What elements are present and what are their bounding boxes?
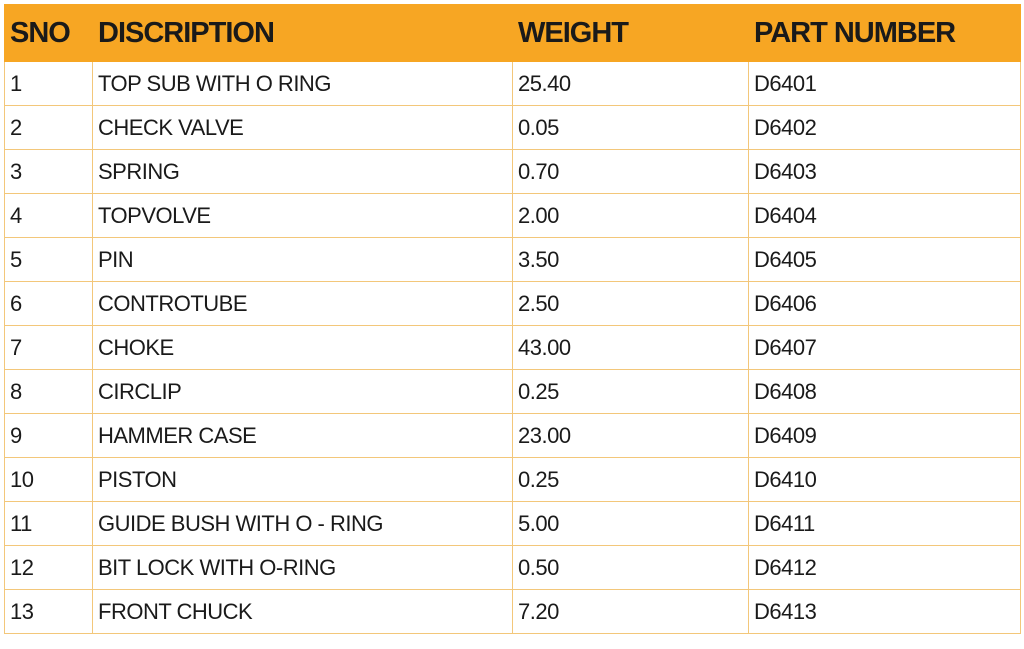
cell-weight: 2.50 [512, 281, 749, 326]
cell-part-number: D6409 [748, 413, 1021, 458]
cell-weight: 3.50 [512, 237, 749, 282]
table-row: 10 PISTON 0.25 D6410 [4, 457, 1021, 502]
cell-weight: 0.70 [512, 149, 749, 194]
table-row: 5 PIN 3.50 D6405 [4, 237, 1021, 282]
cell-sno: 12 [4, 545, 93, 590]
cell-description: FRONT CHUCK [92, 589, 513, 634]
cell-weight: 0.05 [512, 105, 749, 150]
header-part-number: PART NUMBER [748, 4, 1021, 62]
table-body: 1 TOP SUB WITH O RING 25.40 D6401 2 CHECK VAL… [4, 61, 1021, 634]
header-row: SNO DISCRIPTION WEIGHT PART NUMBER [4, 4, 1021, 62]
cell-description: CHECK VALVE [92, 105, 513, 150]
table-row: 11 GUIDE BUSH WITH O - RING 5.00 D6411 [4, 501, 1021, 546]
header-sno: SNO [4, 4, 93, 62]
cell-sno: 3 [4, 149, 93, 194]
cell-sno: 13 [4, 589, 93, 634]
cell-description: CONTROTUBE [92, 281, 513, 326]
cell-weight: 25.40 [512, 61, 749, 106]
table-row: 3 SPRING 0.70 D6403 [4, 149, 1021, 194]
cell-weight: 43.00 [512, 325, 749, 370]
cell-weight: 7.20 [512, 589, 749, 634]
cell-description: TOPVOLVE [92, 193, 513, 238]
cell-sno: 7 [4, 325, 93, 370]
cell-part-number: D6403 [748, 149, 1021, 194]
cell-weight: 0.25 [512, 457, 749, 502]
cell-description: PISTON [92, 457, 513, 502]
cell-sno: 6 [4, 281, 93, 326]
table-row: 12 BIT LOCK WITH O-RING 0.50 D6412 [4, 545, 1021, 590]
cell-part-number: D6406 [748, 281, 1021, 326]
cell-description: PIN [92, 237, 513, 282]
cell-weight: 0.50 [512, 545, 749, 590]
cell-description: SPRING [92, 149, 513, 194]
parts-table: SNO DISCRIPTION WEIGHT PART NUMBER 1 TOP … [4, 4, 1021, 634]
cell-description: BIT LOCK WITH O-RING [92, 545, 513, 590]
cell-sno: 11 [4, 501, 93, 546]
header-description: DISCRIPTION [92, 4, 513, 62]
cell-description: CHOKE [92, 325, 513, 370]
table-row: 6 CONTROTUBE 2.50 D6406 [4, 281, 1021, 326]
cell-part-number: D6404 [748, 193, 1021, 238]
cell-sno: 4 [4, 193, 93, 238]
cell-part-number: D6405 [748, 237, 1021, 282]
table-row: 13 FRONT CHUCK 7.20 D6413 [4, 589, 1021, 634]
table-row: 8 CIRCLIP 0.25 D6408 [4, 369, 1021, 414]
cell-weight: 0.25 [512, 369, 749, 414]
cell-sno: 10 [4, 457, 93, 502]
cell-part-number: D6413 [748, 589, 1021, 634]
cell-part-number: D6407 [748, 325, 1021, 370]
parts-table-container: SNO DISCRIPTION WEIGHT PART NUMBER 1 TOP … [4, 4, 1021, 634]
table-row: 2 CHECK VALVE 0.05 D6402 [4, 105, 1021, 150]
cell-description: CIRCLIP [92, 369, 513, 414]
cell-weight: 2.00 [512, 193, 749, 238]
cell-sno: 1 [4, 61, 93, 106]
cell-part-number: D6402 [748, 105, 1021, 150]
table-row: 7 CHOKE 43.00 D6407 [4, 325, 1021, 370]
table-row: 1 TOP SUB WITH O RING 25.40 D6401 [4, 61, 1021, 106]
cell-sno: 5 [4, 237, 93, 282]
cell-sno: 9 [4, 413, 93, 458]
cell-weight: 23.00 [512, 413, 749, 458]
table-row: 4 TOPVOLVE 2.00 D6404 [4, 193, 1021, 238]
cell-description: HAMMER CASE [92, 413, 513, 458]
cell-sno: 2 [4, 105, 93, 150]
cell-part-number: D6412 [748, 545, 1021, 590]
cell-part-number: D6408 [748, 369, 1021, 414]
cell-part-number: D6411 [748, 501, 1021, 546]
cell-weight: 5.00 [512, 501, 749, 546]
cell-description: TOP SUB WITH O RING [92, 61, 513, 106]
table-row: 9 HAMMER CASE 23.00 D6409 [4, 413, 1021, 458]
table-header: SNO DISCRIPTION WEIGHT PART NUMBER [4, 4, 1021, 62]
cell-part-number: D6410 [748, 457, 1021, 502]
header-weight: WEIGHT [512, 4, 749, 62]
cell-description: GUIDE BUSH WITH O - RING [92, 501, 513, 546]
cell-part-number: D6401 [748, 61, 1021, 106]
cell-sno: 8 [4, 369, 93, 414]
